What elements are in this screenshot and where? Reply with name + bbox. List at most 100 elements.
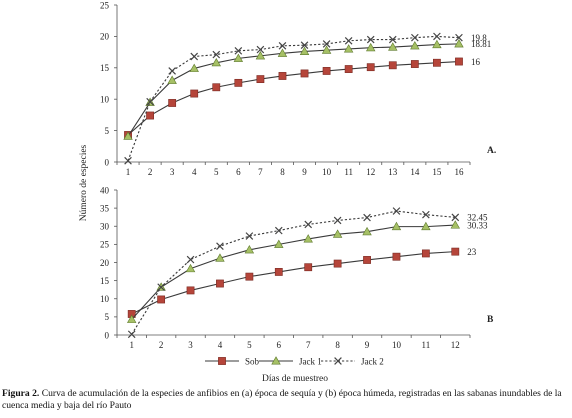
data-point-jack-1 bbox=[432, 39, 442, 49]
data-point-jack-1 bbox=[454, 39, 464, 48]
series-line-sob bbox=[127, 60, 460, 136]
data-point-sob bbox=[212, 83, 221, 92]
series-line-jack-1 bbox=[131, 224, 456, 320]
data-point-jack-2 bbox=[300, 41, 309, 50]
data-point-sob bbox=[366, 63, 375, 72]
data-point-jack-2 bbox=[366, 35, 375, 44]
data-point-jack-1 bbox=[215, 253, 225, 262]
y-tick-label: 0 bbox=[105, 330, 110, 340]
series-line-jack-1 bbox=[127, 43, 459, 137]
data-point-jack-1 bbox=[274, 239, 284, 248]
data-point-sob bbox=[455, 57, 463, 66]
data-point-sob bbox=[410, 60, 419, 68]
x-tick-label: 6 bbox=[236, 167, 241, 177]
data-point-jack-2 bbox=[344, 36, 353, 45]
series-line-sob bbox=[131, 251, 456, 315]
data-point-sob bbox=[322, 67, 331, 75]
end-value-label: 16 bbox=[471, 57, 481, 67]
x-tick-label: 4 bbox=[192, 167, 197, 177]
x-tick-label: 12 bbox=[366, 167, 375, 177]
x-tick-label: 2 bbox=[148, 167, 153, 177]
data-point-sob bbox=[216, 279, 224, 288]
data-point-sob bbox=[392, 252, 401, 261]
data-point-jack-1 bbox=[421, 221, 431, 231]
legend-label: Jack 2 bbox=[361, 356, 384, 366]
data-point-jack-1 bbox=[126, 314, 137, 323]
x-tick-label: 2 bbox=[159, 340, 164, 350]
data-point-jack-2 bbox=[392, 207, 401, 215]
y-tick-label: 35 bbox=[100, 203, 110, 213]
data-point-jack-2 bbox=[304, 220, 313, 229]
legend: Sob Jack 1 Jack 2 bbox=[205, 356, 384, 366]
data-point-jack-2 bbox=[451, 213, 460, 222]
x-tick-label: 7 bbox=[258, 167, 263, 177]
x-tick-label: 16 bbox=[454, 167, 464, 177]
data-point-jack-1 bbox=[332, 229, 343, 238]
legend-label: Sob bbox=[245, 356, 260, 366]
data-point-sob bbox=[256, 75, 265, 84]
data-point-sob bbox=[451, 247, 460, 256]
data-point-sob bbox=[388, 61, 397, 70]
data-point-jack-1 bbox=[388, 42, 398, 51]
y-tick-label: 30 bbox=[100, 222, 110, 232]
data-point-jack-2 bbox=[274, 226, 283, 235]
y-tick-label: 10 bbox=[100, 95, 110, 105]
data-point-jack-1 bbox=[321, 45, 332, 54]
end-value-label: 18.81 bbox=[471, 39, 491, 49]
data-point-sob bbox=[300, 69, 309, 78]
x-tick-label: 1 bbox=[129, 340, 134, 350]
data-point-jack-1 bbox=[450, 220, 461, 229]
data-point-jack-2 bbox=[124, 156, 132, 165]
data-point-jack-2 bbox=[322, 40, 331, 48]
series-line-jack-2 bbox=[131, 210, 456, 335]
x-axis-label: Días de muestreo bbox=[262, 374, 328, 384]
data-point-jack-2 bbox=[190, 52, 199, 61]
data-point-jack-1 bbox=[362, 226, 372, 236]
data-point-sob bbox=[234, 78, 243, 87]
panel-label: A. bbox=[487, 146, 496, 156]
figure-caption: Figura 2. Curva de acumulación de la esp… bbox=[2, 388, 568, 412]
x-tick-label: 14 bbox=[410, 167, 420, 177]
y-tick-label: 15 bbox=[100, 63, 110, 73]
x-tick-label: 8 bbox=[280, 167, 285, 177]
data-point-jack-1 bbox=[303, 234, 313, 243]
data-point-jack-2 bbox=[256, 45, 265, 54]
x-tick-label: 13 bbox=[388, 167, 398, 177]
y-tick-label: 5 bbox=[105, 126, 110, 136]
data-point-jack-2 bbox=[157, 283, 165, 291]
series-line-jack-2 bbox=[127, 35, 460, 161]
data-point-jack-1 bbox=[391, 221, 402, 231]
y-tick-label: 0 bbox=[105, 157, 110, 167]
data-point-sob bbox=[186, 286, 195, 295]
x-tick-label: 5 bbox=[214, 167, 219, 177]
legend-marker bbox=[271, 356, 281, 365]
x-tick-label: 11 bbox=[344, 167, 353, 177]
data-point-sob bbox=[278, 72, 287, 80]
data-point-jack-1 bbox=[366, 42, 376, 52]
data-point-sob bbox=[146, 111, 154, 120]
data-point-jack-1 bbox=[244, 245, 255, 254]
end-value-label: 32.45 bbox=[467, 213, 488, 223]
data-point-jack-2 bbox=[234, 47, 243, 55]
data-point-sob bbox=[168, 99, 177, 107]
y-tick-label: 5 bbox=[105, 312, 110, 322]
data-point-jack-2 bbox=[212, 50, 221, 59]
data-point-sob bbox=[363, 256, 371, 264]
data-point-jack-2 bbox=[278, 41, 287, 50]
data-point-jack-1 bbox=[410, 41, 420, 50]
legend-label: Jack 1 bbox=[299, 356, 322, 366]
y-tick-label: 40 bbox=[100, 185, 110, 195]
end-value-label: 23 bbox=[467, 247, 477, 257]
x-tick-label: 10 bbox=[392, 340, 402, 350]
data-point-jack-1 bbox=[299, 46, 310, 55]
x-tick-label: 5 bbox=[247, 340, 252, 350]
x-tick-label: 3 bbox=[170, 167, 175, 177]
data-point-jack-2 bbox=[127, 330, 136, 339]
data-point-jack-1 bbox=[255, 51, 266, 60]
data-point-jack-1 bbox=[233, 53, 244, 62]
x-tick-label: 9 bbox=[365, 340, 370, 350]
data-point-jack-2 bbox=[245, 232, 254, 240]
caption-label: Figura 2. bbox=[2, 388, 40, 399]
